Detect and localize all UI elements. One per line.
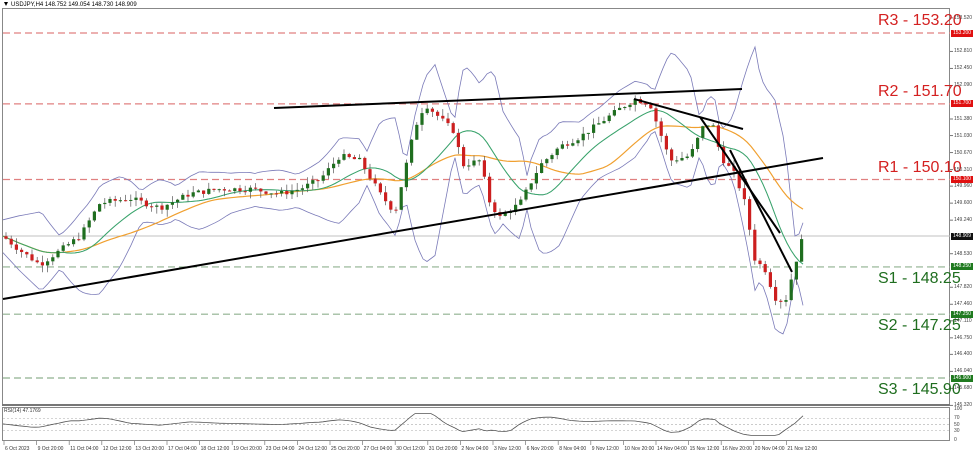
level-label-s2: S2 - 147.25 — [878, 317, 961, 335]
price-tag-s1: 148.250 — [951, 263, 974, 271]
date-tick-label: 25 Oct 20:00 — [331, 446, 360, 452]
bollinger-bands — [2, 45, 804, 335]
price-tick-label: 147.820 — [954, 284, 973, 291]
price-tick-label: 153.520 — [954, 14, 973, 21]
date-tick-label: 8 Nov 04:00 — [559, 446, 587, 452]
chart-title: USDJPY,H4 148.752 149.054 148.730 148.90… — [4, 2, 137, 8]
main-plot-border — [2, 8, 950, 405]
moving-averages — [2, 109, 804, 265]
price-tick-label: 145.320 — [954, 402, 973, 409]
price-tick-label: 152.090 — [954, 82, 973, 89]
date-tick-label: 19 Oct 20:00 — [233, 446, 262, 452]
rsi-tick-label: 70 — [954, 415, 960, 422]
date-tick-label: 9 Nov 12:00 — [591, 446, 619, 452]
date-tick-label: 27 Oct 04:00 — [363, 446, 393, 452]
price-tick-label: 148.530 — [954, 250, 973, 257]
current-price-tag: 148.909 — [951, 232, 974, 240]
rsi-label: RSI(14) 47.1769 — [4, 408, 41, 414]
price-tag-r3: 153.200 — [951, 29, 974, 37]
price-tick-label: 151.030 — [954, 132, 973, 139]
price-axis-ticks — [950, 17, 953, 406]
date-tick-label: 15 Nov 12:00 — [689, 446, 720, 452]
rsi-tick-label: 0 — [954, 437, 957, 443]
date-tick-label: 17 Oct 04:00 — [168, 446, 197, 452]
dropdown-triangle-icon[interactable] — [4, 2, 8, 7]
date-tick-label: 24 Oct 12:00 — [298, 446, 328, 452]
rsi-plot-border — [2, 407, 950, 441]
date-tick-label: 20 Nov 04:00 — [754, 446, 785, 452]
price-tick-label: 146.750 — [954, 334, 973, 341]
date-tick-label: 16 Nov 20:00 — [722, 446, 752, 452]
price-tick-label: 149.240 — [954, 217, 973, 224]
candlesticks — [4, 95, 804, 309]
date-tick-label: 12 Oct 12:00 — [102, 446, 132, 452]
date-tick-label: 3 Nov 12:00 — [494, 446, 521, 452]
level-label-s3: S3 - 145.90 — [878, 381, 961, 398]
price-tick-label: 145.680 — [954, 385, 973, 392]
price-tick-label: 149.960 — [954, 183, 973, 190]
price-tick-label: 150.310 — [954, 166, 973, 173]
symbol-ohlc-text: USDJPY,H4 148.752 149.054 148.730 148.90… — [11, 2, 137, 8]
date-tick-label: 6 Oct 2023 — [5, 446, 30, 452]
price-tick-label: 147.460 — [954, 301, 973, 308]
rsi-tick-label: 30 — [954, 427, 960, 434]
date-tick-label: 13 Oct 20:00 — [135, 446, 165, 452]
level-label-r3: R3 - 153.20 — [878, 12, 962, 29]
date-tick-label: 10 Nov 20:00 — [624, 446, 655, 452]
rsi-tick-label: 50 — [954, 421, 960, 428]
price-tick-label: 146.040 — [954, 368, 973, 375]
date-tick-label: 23 Oct 04:00 — [265, 446, 295, 452]
price-tick-label: 151.380 — [954, 116, 973, 122]
trendlines — [2, 88, 824, 300]
date-tick-label: 21 Nov 12:00 — [787, 446, 818, 452]
date-tick-label: 2 Nov 04:00 — [461, 446, 489, 452]
price-tag-r1: 150.100 — [951, 176, 974, 183]
date-tick-label: 9 Oct 20:00 — [37, 446, 64, 452]
level-label-s1: S1 - 148.25 — [878, 269, 961, 287]
date-tick-label: 11 Oct 04:00 — [70, 446, 99, 452]
level-label-r1: R1 - 150.10 — [878, 158, 962, 176]
price-tag-r2: 151.700 — [951, 100, 974, 108]
rsi-panel — [2, 413, 950, 436]
date-tick-label: 30 Oct 12:00 — [396, 446, 425, 452]
price-tick-label: 150.670 — [954, 149, 973, 156]
support-resistance-lines — [3, 32, 950, 379]
price-tick-label: 152.450 — [954, 65, 973, 72]
price-tag-s3: 145.900 — [951, 374, 974, 382]
price-tag-s2: 147.250 — [951, 310, 974, 318]
price-tick-label: 149.600 — [954, 200, 973, 207]
date-axis-ticks — [3, 441, 787, 445]
date-tick-label: 6 Nov 20:00 — [526, 446, 554, 452]
price-tick-label: 147.110 — [954, 317, 972, 324]
price-tick-label: 152.810 — [954, 48, 973, 55]
price-tick-label: 146.400 — [954, 351, 973, 358]
date-tick-label: 31 Oct 20:00 — [428, 446, 458, 452]
rsi-tick-label: 100 — [954, 406, 963, 412]
date-tick-label: 14 Nov 04:00 — [657, 446, 687, 452]
date-tick-label: 18 Oct 12:00 — [200, 446, 230, 452]
level-label-r2: R2 - 151.70 — [878, 82, 962, 100]
